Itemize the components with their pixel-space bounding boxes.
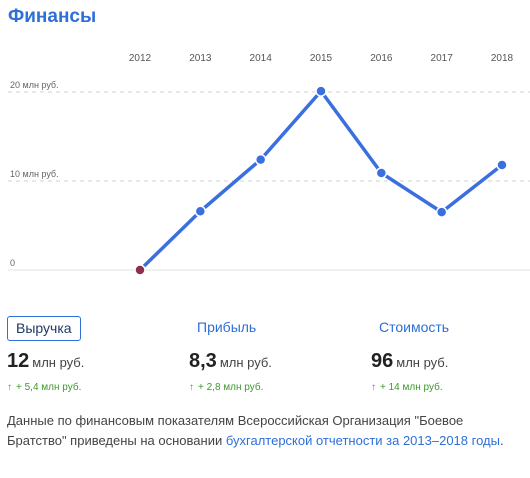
note-end: . (499, 433, 504, 448)
data-point (496, 159, 508, 171)
profit-unit: млн руб. (219, 355, 272, 370)
x-tick-label: 2016 (370, 53, 393, 64)
tab-profit[interactable]: Прибыль (197, 319, 257, 335)
profit-value-row: 8,3 млн руб. (189, 350, 359, 374)
metric-revenue: Выручка 12 млн руб. ↑ + 5,4 млн руб. (7, 316, 177, 393)
revenue-delta: ↑ + 5,4 млн руб. (7, 382, 177, 393)
metric-profit: Прибыль 8,3 млн руб. ↑ + 2,8 млн руб. (189, 316, 359, 393)
data-point (254, 153, 267, 166)
cost-unit: млн руб. (396, 355, 449, 370)
metric-value: Стоимость 96 млн руб. ↑ + 14 млн руб. (371, 316, 530, 393)
revenue-value-row: 12 млн руб. (7, 350, 177, 374)
cost-delta-text: + 14 млн руб. (380, 382, 443, 393)
revenue-unit: млн руб. (32, 355, 85, 370)
data-point (315, 85, 327, 97)
cost-value-row: 96 млн руб. (371, 350, 530, 374)
cost-value: 96 (371, 350, 394, 372)
revenue-value: 12 (7, 350, 30, 372)
x-tick-label: 2014 (250, 53, 273, 64)
arrow-up-icon: ↑ (189, 382, 194, 393)
x-tick-label: 2013 (189, 53, 212, 64)
finance-chart: 2012 2013 2014 2015 2016 2017 2018 0 10 млн руб… (8, 53, 530, 276)
tab-cost[interactable]: Стоимость (379, 319, 450, 335)
x-tick-label: 2018 (491, 53, 514, 64)
x-tick-label: 2015 (310, 53, 333, 64)
y-tick-label: 10 млн руб. (10, 169, 59, 179)
data-point (435, 206, 448, 218)
x-tick-label: 2017 (431, 53, 454, 64)
arrow-up-icon: ↑ (7, 382, 12, 393)
y-tick-label: 20 млн руб. (10, 80, 59, 90)
data-point (375, 167, 388, 179)
page-title: Финансы (8, 6, 97, 27)
data-source-note: Данные по финансовым показателям Всеросс… (7, 411, 523, 451)
data-point (134, 264, 146, 276)
y-tick-label: 0 (10, 258, 15, 268)
x-tick-label: 2012 (129, 53, 152, 64)
data-point (194, 205, 207, 218)
accounting-report-link[interactable]: бухгалтерской отчетности за 2013–2018 го… (225, 433, 500, 448)
profit-delta: ↑ + 2,8 млн руб. (189, 382, 359, 393)
profit-delta-text: + 2,8 млн руб. (198, 382, 264, 393)
note-text: Данные по финансовым показателям Всеросс… (7, 413, 464, 448)
profit-value: 8,3 (189, 350, 217, 372)
cost-delta: ↑ + 14 млн руб. (371, 382, 530, 393)
tab-revenue[interactable]: Выручка (7, 316, 81, 341)
arrow-up-icon: ↑ (371, 382, 376, 393)
revenue-delta-text: + 5,4 млн руб. (16, 382, 82, 393)
metrics-panel: Выручка 12 млн руб. ↑ + 5,4 млн руб. Прибы… (0, 316, 530, 396)
